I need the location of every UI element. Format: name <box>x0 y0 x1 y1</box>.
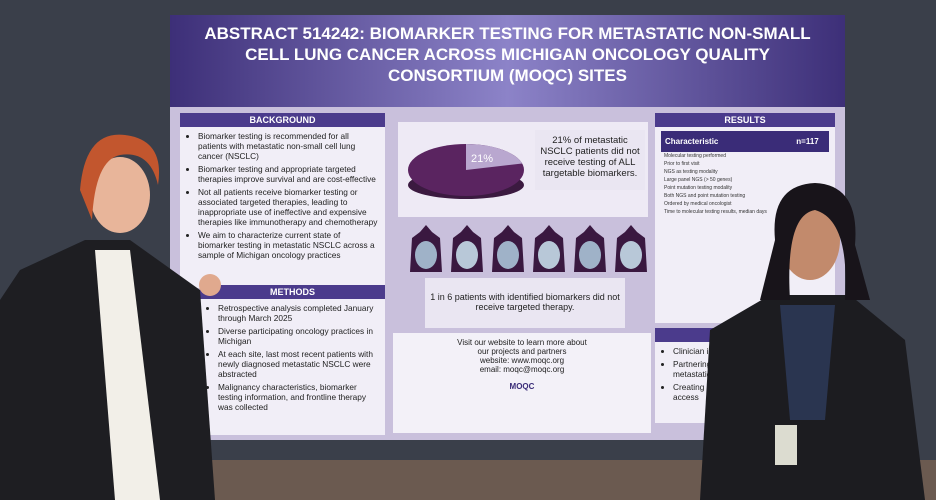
person-left <box>0 134 221 500</box>
lung <box>579 241 601 269</box>
row: NGS as testing modality <box>661 168 829 176</box>
row: Ordered by medical oncologist <box>661 200 829 208</box>
bullet: Malignancy characteristics, biomarker te… <box>218 382 379 412</box>
results-table: Characteristic n=117 Molecular testing per… <box>661 131 829 216</box>
bullet: Biomarker testing and appropriate target… <box>198 164 379 184</box>
bullet: Biomarker testing is recommended for all… <box>198 131 379 161</box>
lung <box>415 241 437 269</box>
background-panel: BACKGROUND Biomarker testing is recommen… <box>180 113 385 288</box>
finding-text: 1 in 6 patients with identified biomarke… <box>425 278 625 328</box>
row-label: Both NGS and point mutation testing <box>664 193 746 199</box>
row: Point mutation testing modality <box>661 184 829 192</box>
bullet: We aim to characterize current state of … <box>198 230 379 260</box>
pie-slice <box>466 144 523 170</box>
methods-panel: METHODS Retrospective analysis completed… <box>200 285 385 435</box>
row-label: Large panel NGS (> 50 genes) <box>664 177 733 183</box>
column-header: Characteristic <box>661 131 793 152</box>
contact-panel: Visit our website to learn more about our… <box>393 333 651 433</box>
contact-line: Visit our website to learn more about <box>457 338 587 347</box>
bullet-list: Retrospective analysis completed January… <box>206 303 379 412</box>
bullet: Diverse participating oncology practices… <box>218 326 379 346</box>
heading: METHODS <box>200 285 385 299</box>
row: Prior to first visit <box>661 160 829 168</box>
bullet-list: Biomarker testing is recommended for all… <box>186 131 379 260</box>
contact-line: website: www.moqc.org <box>479 356 565 365</box>
bullet: Retrospective analysis completed January… <box>218 303 379 323</box>
row: Large panel NGS (> 50 genes) <box>661 176 829 184</box>
person-right <box>700 183 925 500</box>
lung <box>620 241 642 269</box>
contact: Visit our website to learn more about our… <box>398 338 646 374</box>
row-label: Ordered by medical oncologist <box>664 201 732 207</box>
pie: 21% <box>408 144 524 196</box>
row: Time to molecular testing results, media… <box>661 208 829 216</box>
row-label: Point mutation testing modality <box>664 185 733 191</box>
row: Both NGS and point mutation testing <box>661 192 829 200</box>
bullet: Not all patients receive biomarker testi… <box>198 187 379 227</box>
row: Molecular testing performed <box>661 152 829 160</box>
contact-line: email: moqc@moqc.org <box>479 365 565 374</box>
finding-text: 21% of metastatic NSCLC patients did not… <box>535 130 645 190</box>
contact-line: our projects and partners <box>477 347 567 356</box>
bullet: At each site, last most recent patients … <box>218 349 379 379</box>
row-label: Molecular testing performed <box>664 153 726 159</box>
lung-icons <box>410 225 647 272</box>
column-header: n=117 <box>792 131 829 152</box>
heading: BACKGROUND <box>180 113 385 127</box>
lung <box>456 241 478 269</box>
row-label: NGS as testing modality <box>664 169 718 175</box>
row-label: Prior to first visit <box>664 161 700 167</box>
row-label: Time to molecular testing results, media… <box>664 209 767 215</box>
lung <box>497 241 519 269</box>
heading: RESULTS <box>655 113 835 127</box>
poster-title: ABSTRACT 514242: BIOMARKER TESTING FOR M… <box>170 15 845 107</box>
pie-label: 21% <box>471 153 493 165</box>
lung <box>538 241 560 269</box>
logo: MOQC <box>509 382 535 391</box>
